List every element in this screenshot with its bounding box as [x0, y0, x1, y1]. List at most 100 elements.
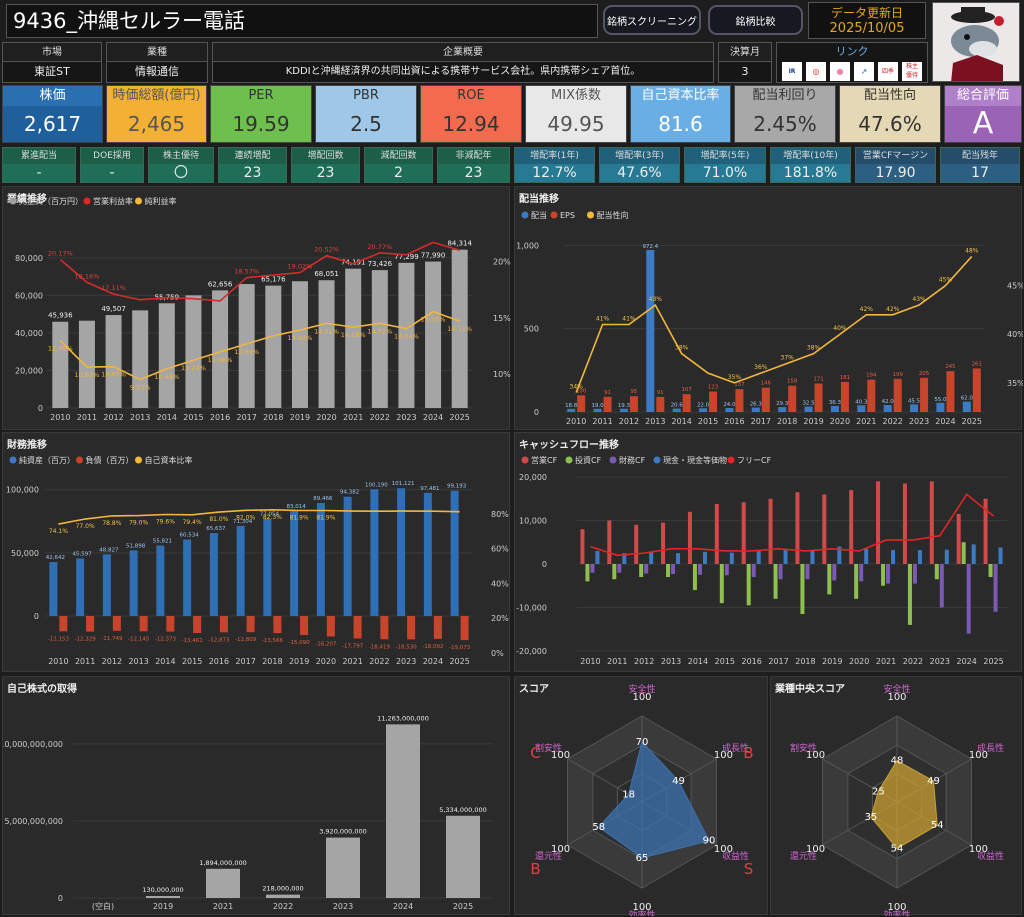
x-tick-label: 2024: [935, 417, 955, 426]
x-tick-label: 2021: [213, 902, 233, 911]
minkabu-link-icon[interactable]: ●: [830, 62, 850, 81]
x-tick-label: 2024: [423, 413, 443, 422]
legend-label: フリーCF: [737, 456, 772, 465]
stat-8: 増配率(3年) 47.6%: [599, 147, 680, 183]
net-margin-label: 14.18%: [341, 331, 366, 339]
y-tick-label: 0: [34, 612, 39, 621]
compare-button[interactable]: 銘柄比較: [708, 5, 803, 35]
x-tick-label: 2025: [449, 657, 469, 666]
liabilities-label: -11,749: [101, 636, 123, 642]
stat-label: 増配率(1年): [515, 148, 594, 164]
dividend-bar: [857, 405, 866, 412]
x-tick-label: 2012: [102, 657, 122, 666]
x-tick-label: 2014: [672, 417, 692, 426]
kpi-value: 81.6: [658, 112, 703, 136]
industry-header: 業種: [107, 43, 207, 62]
stat-value: -: [81, 164, 143, 182]
radar-axis-label: 安全性: [628, 683, 655, 695]
x-tick-label: 2019: [803, 417, 823, 426]
liabilities-label: -17,797: [342, 643, 364, 649]
y2-tick-label: 60%: [491, 545, 509, 554]
liabilities-bar: [300, 616, 309, 636]
legend-label: 配当性向: [597, 210, 629, 220]
eps-bar: [946, 371, 955, 412]
cash-bar: [891, 550, 896, 564]
x-tick-label: 2019: [153, 902, 173, 911]
op-margin-label: 20.52%: [314, 246, 339, 254]
operating-cf-bar: [687, 511, 692, 564]
update-label: データ更新日: [830, 6, 903, 20]
investing-cf-bar: [585, 564, 590, 582]
stat-label: 連続増配: [219, 148, 286, 164]
radar-max-label: 100: [632, 692, 651, 703]
ir-bank-link-icon[interactable]: IR: [782, 62, 802, 81]
stat-9: 増配率(5年) 71.0%: [684, 147, 766, 183]
dividend-label: 32.5: [802, 401, 815, 407]
liabilities-bar: [219, 616, 228, 633]
radar-value: 49: [672, 776, 685, 787]
assets-bar: [76, 558, 85, 616]
eps-bar: [682, 394, 691, 412]
cash-bar: [998, 547, 1003, 564]
payout-label: 34%: [570, 384, 584, 391]
payout-label: 45%: [939, 277, 953, 284]
link-icons: IR ◎ ● ↗ 四季 株主 優待: [777, 60, 927, 81]
assets-label: 48,827: [99, 547, 119, 553]
buyback-bar: [266, 894, 300, 898]
payout-label: 38%: [675, 345, 689, 352]
investing-cf-bar: [934, 564, 939, 580]
operating-cf-bar: [580, 529, 585, 564]
yutai-link-icon[interactable]: 株主 優待: [902, 62, 922, 81]
liabilities-label: -12,873: [208, 637, 230, 643]
stat-label: 非減配年: [438, 148, 509, 164]
payout-label: 42%: [860, 306, 874, 313]
dividend-label: 18.8: [565, 403, 578, 409]
assets-bar: [423, 492, 432, 616]
radar-axis-label: 還元性: [535, 850, 562, 862]
operating-cf-bar: [876, 481, 881, 564]
assets-bar: [156, 545, 165, 616]
y-tick-label: 0: [534, 408, 539, 417]
liabilities-label: -12,809: [235, 637, 257, 643]
median-score-radar: 484954543525安全性100成長性100収益性100効率性100還元性1…: [790, 683, 1004, 916]
radar-value: 54: [931, 820, 944, 831]
net-margin-label: 9.53%: [130, 383, 151, 391]
investing-cf-bar: [907, 564, 912, 625]
y2-tick-label: 20%: [491, 614, 509, 623]
radar-axis-label: 割安性: [790, 742, 817, 754]
liabilities-label: -18,419: [369, 644, 391, 650]
y-tick-label: 60,000: [15, 291, 43, 300]
eps-bar: [629, 396, 638, 412]
dividend-bar: [699, 408, 708, 412]
operating-cf-bar: [849, 490, 854, 564]
kabutan-link-icon[interactable]: ◎: [806, 62, 826, 81]
y-tick-label: 80,000: [15, 254, 43, 263]
legend-marker: [653, 456, 661, 464]
dividend-bar: [910, 404, 919, 412]
eps-label: 171: [813, 377, 824, 383]
kpi-value: 19.59: [232, 112, 290, 136]
screening-button[interactable]: 銘柄スクリーニング: [603, 5, 701, 35]
assets-bar: [450, 490, 459, 616]
x-tick-label: 2018: [795, 657, 815, 666]
kpi-value: 12.94: [442, 112, 500, 136]
radar-value: 90: [703, 836, 716, 847]
operating-cf-bar: [983, 498, 988, 564]
chart-link-icon[interactable]: ↗: [854, 62, 874, 81]
op-margin-label: 19.02%: [288, 263, 313, 271]
sales-bar: [371, 270, 388, 408]
y2-tick-label: 45%: [1007, 282, 1023, 291]
kpi-0: 株価 2,617: [2, 85, 103, 143]
overview-header: 企業概要: [213, 43, 713, 62]
x-tick-label: 2019: [289, 657, 309, 666]
assets-label: 71,304: [233, 519, 253, 525]
dividend-label: 36.3: [829, 400, 842, 406]
assets-label: 55,821: [153, 538, 172, 544]
stat-12: 配当残年 17: [940, 147, 1020, 183]
shikiho-link-icon[interactable]: 四季: [878, 62, 898, 81]
financing-cf-bar: [590, 564, 595, 573]
dividend-label: 19.3: [618, 403, 631, 409]
legend-label: 売上高（百万円）: [19, 196, 83, 206]
operating-cf-bar: [607, 520, 612, 564]
financing-cf-bar: [724, 564, 729, 576]
